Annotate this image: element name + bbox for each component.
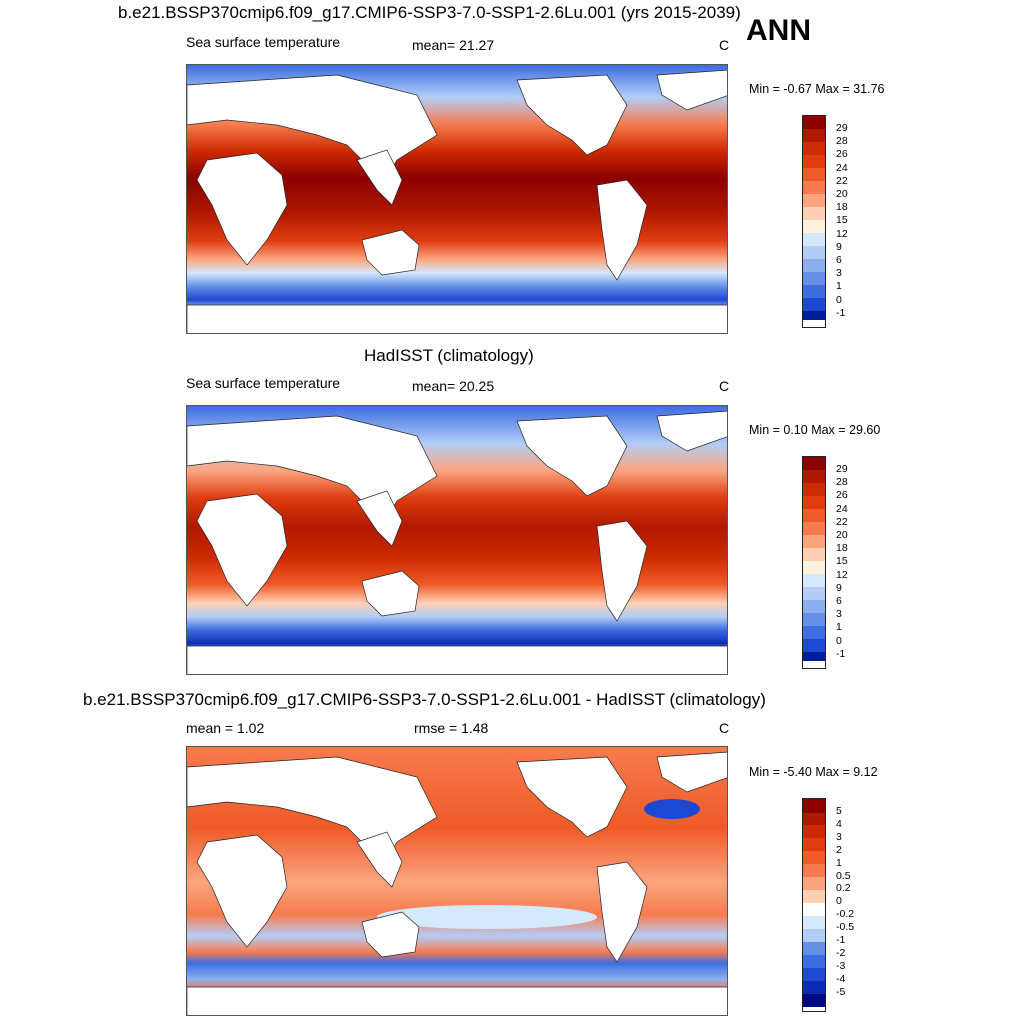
panel-1-colorbar-tick: 9 [836,240,842,253]
panel-2-colorbar-tick: 3 [836,608,842,621]
panel-1-map-svg [187,65,727,333]
panel-2-minmax: Min = 0.10 Max = 29.60 [749,423,881,437]
panel-3-colorbar [802,798,826,1012]
panel-1-unit-label: C [719,37,730,53]
panel-3-title: b.e21.BSSP370cmip6.f09_g17.CMIP6-SSP3-7.… [83,690,766,709]
panel-2-title: HadISST (climatology) [364,346,534,365]
panel-3-colorbar-tick: -4 [836,972,846,985]
panel-3-colorbar-tick: 5 [836,805,842,817]
panel-3-colorbar-tick: -0.2 [836,908,855,921]
panel-3-north-atlantic-anomaly [644,799,700,819]
panel-1-colorbar-tick: 28 [836,135,848,148]
panel-1-colorbar-tick: 12 [836,227,848,240]
panel-2-colorbar-tick: 20 [836,529,848,541]
panel-2-colorbar-tick: 22 [836,515,848,528]
panel-2-colorbar-tick: 9 [836,581,842,594]
panel-2-colorbar-tick: 0 [836,634,842,647]
panel-1-variable-label: Sea surface temperature [186,34,341,50]
panel-1-title: b.e21.BSSP370cmip6.f09_g17.CMIP6-SSP3-7.… [118,3,741,22]
panel-1-colorbar-tick: 3 [836,267,842,280]
panel-3-colorbar-tick: 2 [836,843,842,856]
panel-1-minmax: Min = -0.67 Max = 31.76 [749,82,885,96]
panel-3-colorbar-tick: -2 [836,946,846,959]
panel-3-colorbar-tick: 0.2 [836,882,851,895]
panel-1-map [186,64,728,334]
panel-1-colorbar-tick: 22 [836,174,848,187]
panel-1-mean-label: mean= 21.27 [412,37,495,53]
panel-1-colorbar-tick: 24 [836,161,848,174]
panel-3-colorbar-tick: 0.5 [836,869,851,882]
panel-2-unit-label: C [719,378,730,394]
panel-2-continents [187,410,727,674]
panel-3-rmse-label: rmse = 1.48 [414,720,489,736]
panel-3-colorbar-tick: 0 [836,895,842,908]
panel-2-map [186,405,728,675]
panel-2-colorbar-tick: -1 [836,647,846,660]
panel-3-colorbar-tick: -5 [836,985,846,998]
panel-2-colorbar-tick: 12 [836,568,848,581]
panel-3-colorbar-tick: -1 [836,934,846,946]
panel-2-mean-label: mean= 20.25 [412,378,495,394]
panel-3-southern-anomaly [377,905,597,929]
panel-1-colorbar-tick: 20 [836,188,848,200]
panel-1-colorbar-tick: 6 [836,254,842,266]
panel-3-colorbar-tick: 3 [836,830,842,843]
panel-3-colorbar-tick: -0.5 [836,921,855,934]
panel-1-colorbar-tick: 29 [836,122,848,134]
panel-1-colorbar-tick: -1 [836,306,846,319]
panel-2-colorbar-tick: 6 [836,595,842,607]
panel-1-colorbar-tick: 15 [836,214,848,227]
panel-1-colorbar-tick: 0 [836,293,842,306]
panel-3-colorbar-tick: 4 [836,817,842,830]
panel-3-map-svg [187,747,727,1015]
panel-2-colorbar-tick: 18 [836,542,848,555]
panel-2-colorbar [802,456,826,669]
panel-1-colorbar-tick: 26 [836,148,848,161]
panel-3-map [186,746,728,1016]
panel-1-colorbar-tick: 18 [836,201,848,214]
panel-2-colorbar-tick: 24 [836,502,848,515]
panel-2-variable-label: Sea surface temperature [186,375,341,391]
panel-2-colorbar-tick: 29 [836,463,848,475]
panel-2-colorbar-tick: 26 [836,489,848,502]
season-label: ANN [746,14,811,47]
panel-1-colorbar-tick: 1 [836,280,842,293]
panel-2-map-svg [187,406,727,674]
panel-3-colorbar-tick: -3 [836,959,846,972]
panel-2-colorbar-tick: 15 [836,555,848,568]
panel-1-continents [187,69,727,333]
panel-1-colorbar [802,115,826,328]
panel-2-colorbar-tick: 28 [836,476,848,489]
panel-2-colorbar-tick: 1 [836,621,842,634]
panel-3-colorbar-tick: 1 [836,856,842,869]
panel-3-unit-label: C [719,720,730,736]
panel-3-minmax: Min = -5.40 Max = 9.12 [749,765,878,779]
panel-3-mean-label: mean = 1.02 [186,720,265,736]
panel-3-continents [187,751,727,1015]
